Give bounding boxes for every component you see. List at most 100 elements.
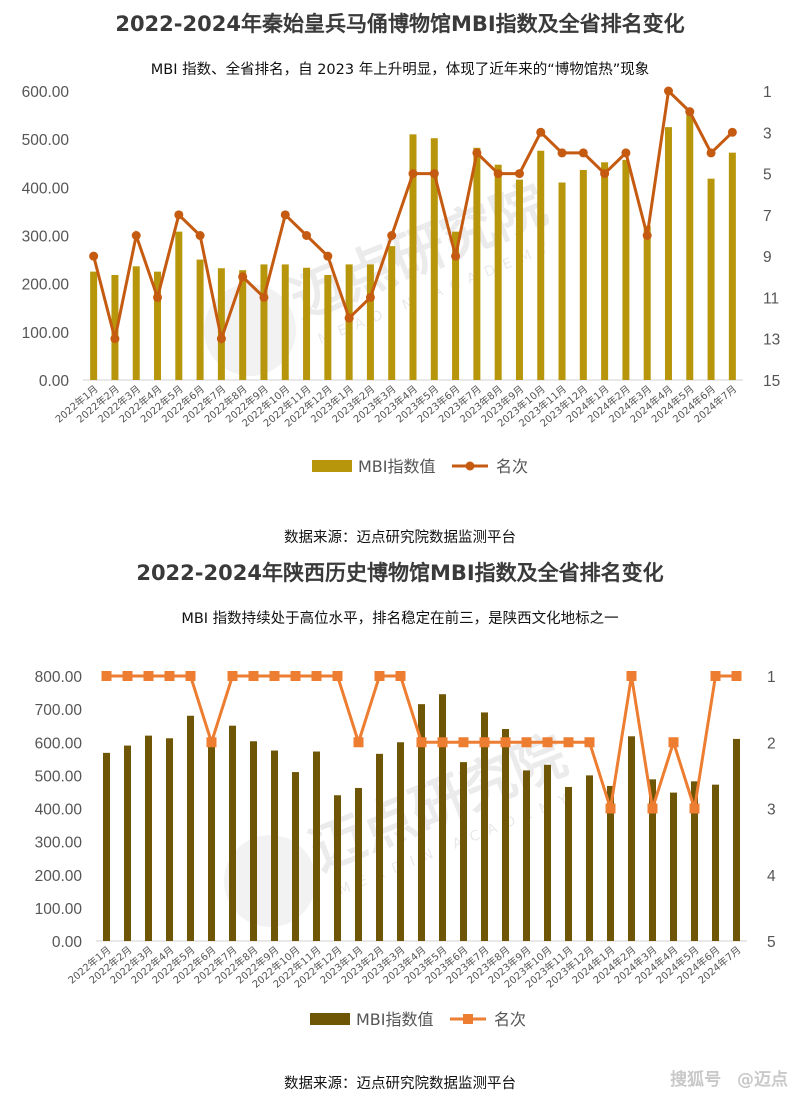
rank-point [131, 231, 141, 240]
bar [494, 164, 502, 380]
rank-point [600, 169, 610, 179]
rank-point [153, 292, 163, 302]
bar [260, 264, 268, 380]
y-right-tick-label: 9 [763, 249, 772, 266]
bar [376, 753, 383, 941]
y-right-tick-label: 5 [767, 934, 776, 951]
y-left-tick-label: 500.00 [35, 768, 83, 785]
y-left-tick-label: 300.00 [35, 835, 83, 852]
brand-platform: 搜狐号 [670, 1070, 722, 1090]
chart-subtitle: MBI 指数、全省排名，自 2023 年上升明显，体现了近年来的“博物馆热”现象 [150, 62, 650, 78]
brand-mark: 搜狐号 @迈点 [660, 1065, 788, 1090]
bar [607, 785, 614, 941]
rank-point [500, 737, 511, 748]
rank-point [374, 671, 385, 681]
rank-point [259, 292, 269, 302]
bar [430, 138, 438, 380]
chart-subtitle: MBI 指数持续处于高位水平，排名稳定在前三，是陕西文化地标之一 [181, 611, 619, 627]
rank-point [395, 671, 406, 681]
rank-point [458, 737, 469, 748]
bar [515, 179, 523, 380]
bar [239, 270, 247, 380]
rank-point [164, 671, 175, 681]
rank-point [89, 251, 99, 261]
legend-line-marker [465, 461, 475, 471]
y-right-tick-label: 15 [763, 373, 780, 390]
rank-point [416, 737, 427, 748]
y-left-tick-label: 400.00 [35, 802, 83, 819]
bar [728, 152, 736, 380]
bar [643, 225, 651, 380]
rank-point [206, 737, 217, 748]
bar [537, 150, 545, 380]
y-right-tick-label: 3 [763, 125, 772, 142]
rank-point [110, 334, 120, 344]
legend-line-label: 名次 [494, 1010, 526, 1029]
rank-point [302, 231, 312, 240]
bar [565, 786, 572, 941]
rank-point [663, 86, 673, 96]
legend-bar-swatch [312, 460, 352, 472]
chart-panel-shaanxi-history: 2022-2024年陕西历史博物馆MBI指数及全省排名变化 MBI 指数持续处于… [0, 549, 800, 1098]
bar [439, 694, 446, 941]
rank-point [387, 231, 397, 240]
rank-point [710, 671, 721, 681]
bar [649, 779, 656, 941]
rank-point [101, 671, 112, 681]
bar [303, 267, 311, 380]
bar [187, 715, 194, 941]
rank-point [122, 671, 133, 681]
rank-point [365, 292, 375, 302]
bar [111, 274, 119, 380]
bar [502, 729, 509, 941]
y-left-tick-label: 100.00 [22, 325, 70, 342]
bar [622, 159, 630, 380]
rank-point [727, 127, 737, 137]
rank-point [429, 169, 439, 179]
y-right-tick-label: 7 [763, 208, 772, 225]
bar [313, 751, 320, 941]
rank-point [514, 169, 524, 179]
y-left-tick-label: 700.00 [35, 702, 83, 719]
data-source: 数据来源：迈点研究院数据监测平台 [284, 1076, 516, 1092]
brand-account: @迈点 [737, 1070, 788, 1090]
rank-point [706, 148, 716, 158]
bar [397, 742, 404, 941]
chart-title: 2022-2024年秦始皇兵马俑博物馆MBI指数及全省排名变化 [115, 12, 685, 36]
rank-point [185, 671, 196, 681]
y-left-tick-label: 200.00 [35, 868, 83, 885]
y-left-tick-label: 800.00 [35, 669, 83, 686]
bar [691, 781, 698, 941]
bar [103, 752, 110, 941]
rank-point [731, 671, 742, 681]
y-right-tick-label: 4 [767, 868, 776, 885]
y-right-tick-label: 3 [767, 802, 776, 819]
bar [586, 775, 593, 941]
rank-point [689, 803, 700, 814]
rank-point [248, 671, 259, 681]
bar [355, 787, 362, 941]
bar [281, 264, 289, 380]
bar [707, 178, 715, 380]
rank-point [323, 251, 333, 261]
y-right-tick-label: 13 [763, 332, 780, 349]
rank-point [174, 210, 184, 220]
bar [145, 735, 152, 941]
chart-title: 2022-2024年陕西历史博物馆MBI指数及全省排名变化 [136, 561, 664, 585]
legend-line-marker [463, 1014, 473, 1024]
bar [250, 741, 257, 941]
bar [418, 704, 425, 941]
rank-point [451, 251, 461, 261]
bar [124, 745, 131, 941]
legend-bar-swatch [310, 1013, 350, 1025]
bar [664, 127, 672, 380]
rank-point [290, 671, 301, 681]
bar [733, 738, 740, 941]
bar [481, 712, 488, 941]
bar [154, 271, 162, 380]
y-right-tick-label: 11 [763, 290, 779, 307]
bar [271, 750, 278, 941]
bar [712, 784, 719, 941]
